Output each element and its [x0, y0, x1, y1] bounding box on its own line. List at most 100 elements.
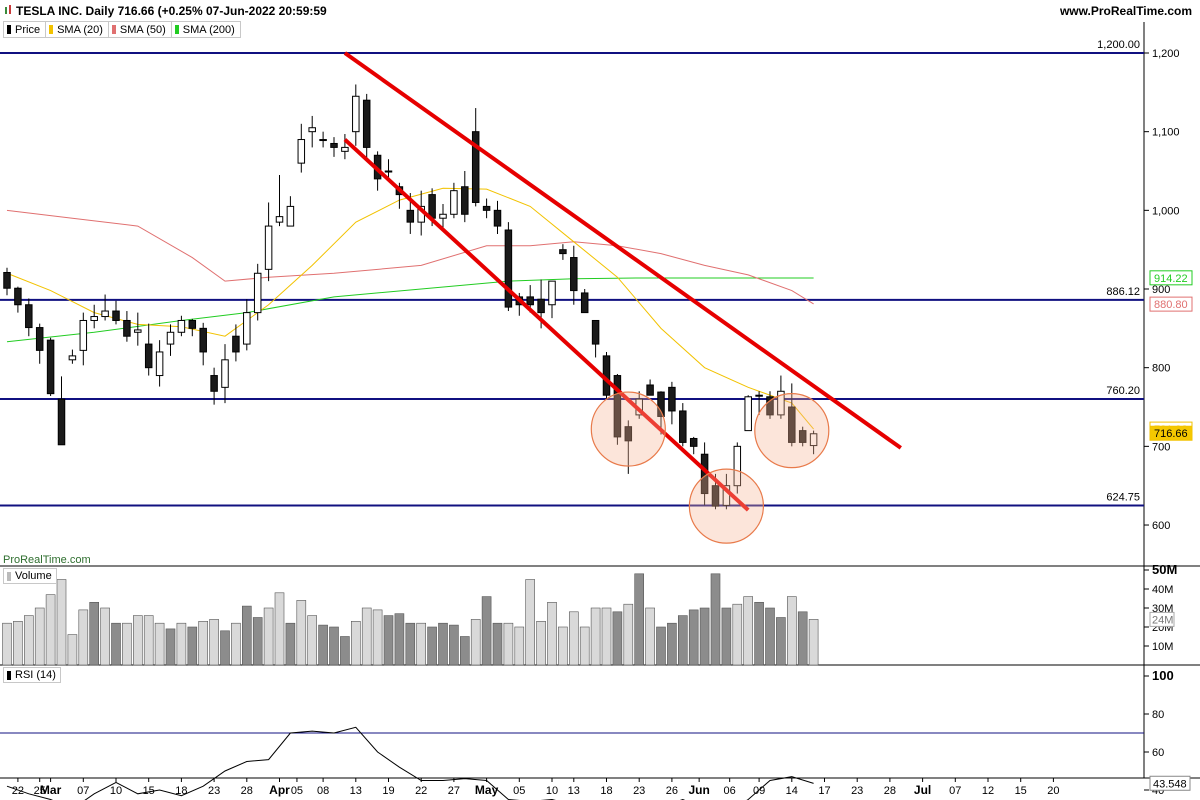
candle	[679, 410, 687, 443]
x-tick-label: Jun	[688, 783, 709, 797]
x-tick-label: 23	[851, 785, 863, 797]
price-tick-label: 1,000	[1152, 205, 1180, 217]
volume-bar	[154, 622, 165, 666]
candle	[766, 396, 774, 416]
level-label: 886.12	[1106, 286, 1140, 298]
volume-bar	[13, 620, 23, 666]
chart-title: TESLA INC. Daily 716.66 (+0.25% 07-Jun-2…	[16, 4, 327, 18]
candle	[57, 398, 66, 446]
last-value-box	[1149, 296, 1193, 312]
volume-bar	[754, 601, 764, 666]
volume-bar	[579, 626, 590, 666]
rsi-pane-label[interactable]: RSI (14)	[3, 667, 61, 683]
candle	[482, 205, 491, 211]
volume-bar	[143, 615, 154, 666]
candle	[689, 437, 698, 447]
legend-item-sma50[interactable]: SMA (50)	[107, 21, 172, 38]
x-tick-label: Jul	[914, 783, 931, 797]
candle	[232, 335, 240, 353]
volume-bar	[667, 622, 677, 666]
candle	[504, 229, 513, 308]
volume-bar	[634, 573, 645, 666]
volume-bar	[274, 592, 285, 666]
x-tick-label: 06	[724, 785, 736, 797]
volume-bar	[198, 620, 208, 666]
candle	[384, 170, 393, 173]
volume-bar	[808, 619, 819, 666]
volume-tick-label: 10M	[1152, 641, 1173, 653]
volume-bar	[165, 628, 176, 666]
candle	[428, 194, 436, 219]
volume-bar	[394, 613, 405, 666]
candle	[3, 271, 11, 289]
volume-bar	[100, 607, 110, 666]
volume-bar	[405, 622, 416, 666]
x-tick-label: Mar	[40, 783, 62, 797]
candle	[68, 355, 77, 361]
candle	[559, 249, 567, 255]
x-tick-label: 23	[208, 785, 220, 797]
volume-bar	[220, 630, 230, 666]
legend-label: SMA (20)	[57, 23, 103, 36]
x-tick-label: 22	[12, 785, 24, 797]
site-url[interactable]: www.ProRealTime.com	[1059, 4, 1192, 18]
legend-label: SMA (200)	[182, 23, 235, 36]
candle	[90, 316, 98, 321]
volume-pane-label[interactable]: Volume	[3, 568, 57, 584]
volume-bar	[231, 622, 241, 666]
volume-bar	[623, 603, 634, 666]
x-tick-label: 14	[786, 785, 798, 797]
volume-bar	[34, 607, 45, 666]
candle	[79, 319, 88, 351]
volume-bar	[612, 611, 623, 666]
sma200-line	[6, 277, 814, 343]
volume-bar	[350, 620, 361, 666]
sma50-line	[6, 209, 814, 305]
volume-bar	[285, 622, 296, 666]
x-tick-label: 12	[982, 785, 994, 797]
candle	[711, 485, 720, 507]
candle	[493, 209, 502, 227]
candle	[526, 296, 534, 306]
volume-bar	[318, 624, 328, 666]
volume-bar	[307, 615, 318, 666]
legend-item-price[interactable]: Price	[3, 21, 47, 38]
candle	[809, 433, 818, 447]
candle	[591, 319, 600, 345]
candle	[155, 351, 164, 377]
legend-item-sma200[interactable]: SMA (200)	[170, 21, 241, 38]
level-label: 760.20	[1106, 385, 1140, 397]
candle	[439, 213, 447, 219]
volume-bar	[242, 605, 252, 666]
x-tick-label: 09	[753, 785, 765, 797]
highlight-circle	[754, 393, 830, 469]
volume-bar	[340, 636, 350, 666]
volume-tick-label: 40M	[1152, 584, 1173, 596]
candle	[461, 186, 469, 215]
highlight-circle	[590, 391, 666, 467]
volume-bar	[645, 607, 655, 666]
candle	[450, 190, 458, 215]
volume-bar	[492, 622, 503, 666]
rsi-label: RSI (14)	[15, 669, 56, 681]
x-tick-label: 08	[317, 785, 329, 797]
volume-bar	[416, 622, 427, 666]
volume-bar	[89, 601, 99, 666]
volume-bar	[547, 601, 557, 666]
price-tick-label: 900	[1152, 284, 1170, 296]
x-tick-label: Apr	[269, 783, 290, 797]
volume-tick-label: 50M	[1152, 562, 1177, 577]
volume-bar	[45, 594, 56, 666]
volume-bar	[536, 620, 546, 666]
volume-swatch	[7, 571, 11, 581]
volume-bar	[590, 607, 601, 666]
candle	[134, 329, 142, 333]
price-tick-label: 1,100	[1152, 127, 1180, 139]
candle	[35, 327, 44, 351]
x-tick-label: 20	[1047, 785, 1059, 797]
price-tick-label: 700	[1152, 441, 1170, 453]
candle	[297, 139, 306, 164]
volume-bar	[797, 611, 808, 666]
volume-bar	[470, 619, 481, 666]
